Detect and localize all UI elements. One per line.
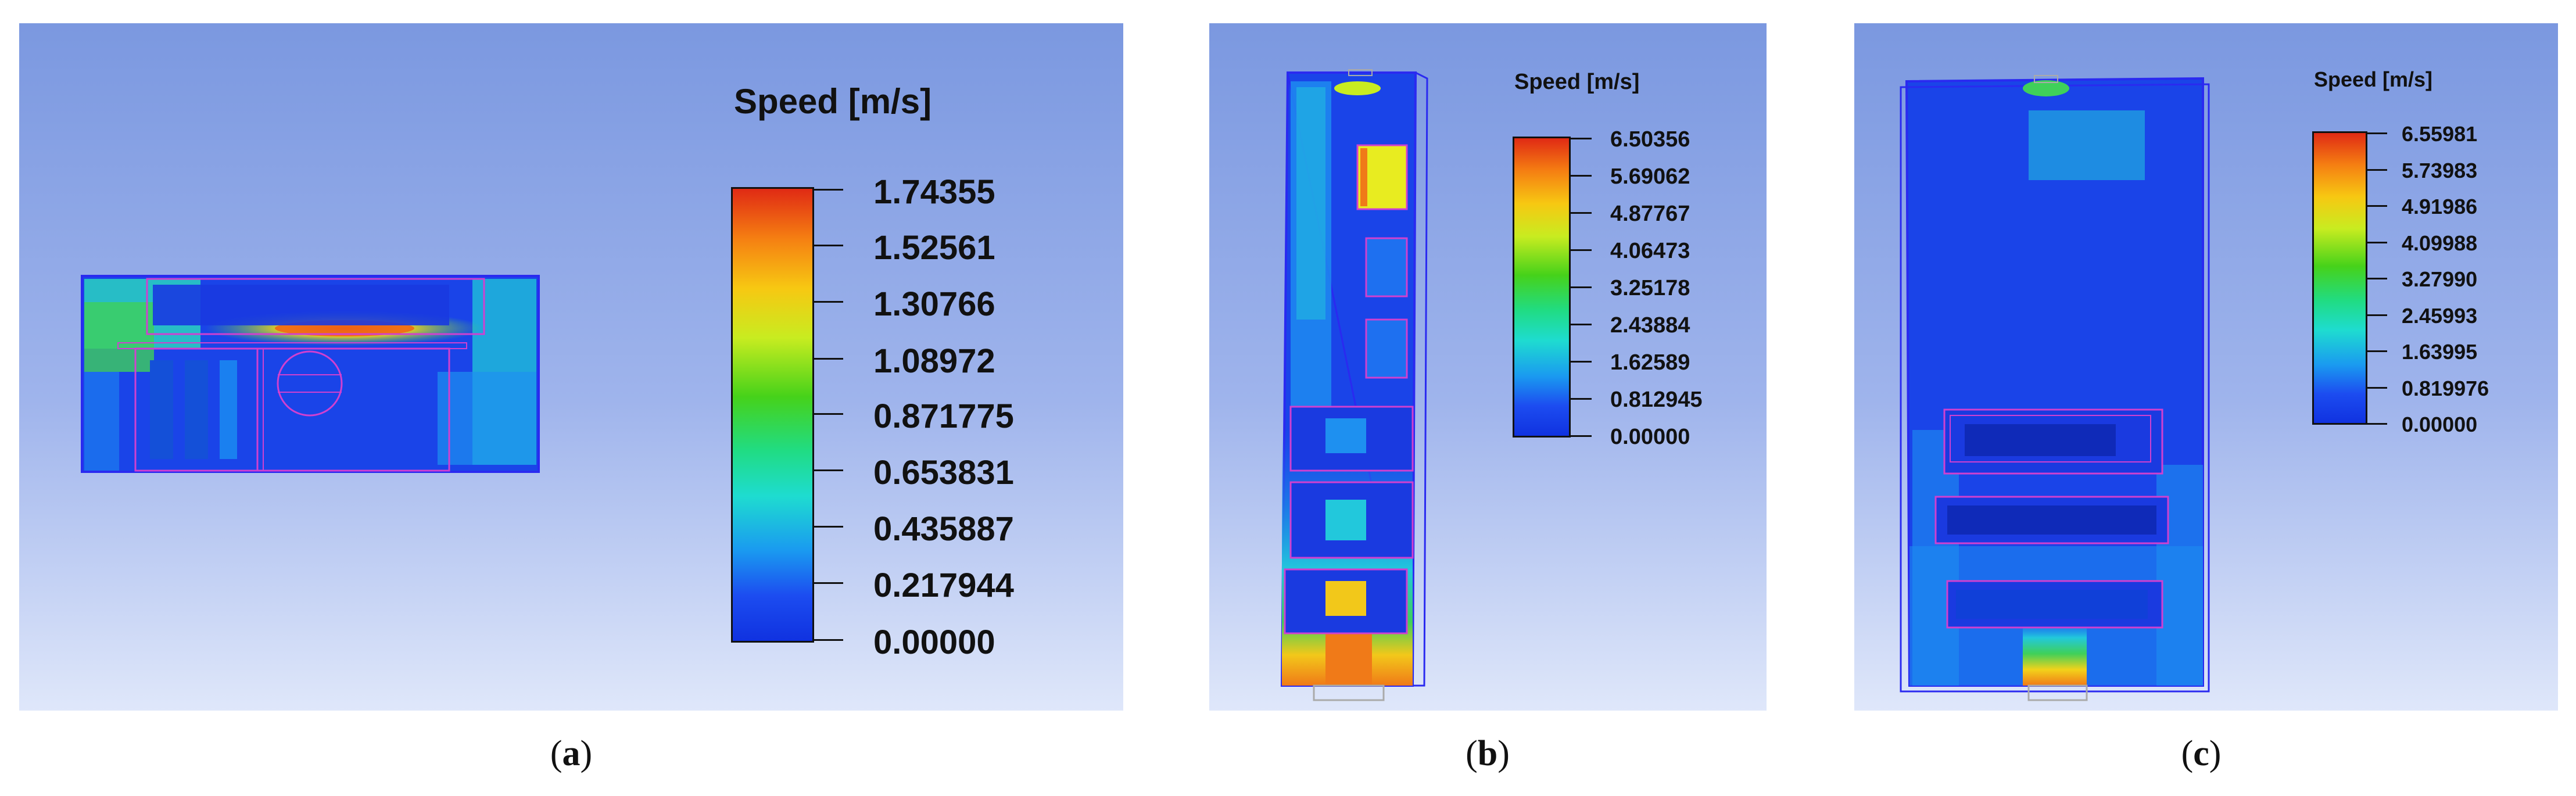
panel-a-tick-6	[814, 526, 843, 528]
panel-a-tick-label-5: 0.653831	[873, 454, 1014, 492]
panel-c-tick-label-5: 2.45993	[2402, 304, 2478, 328]
panel-b-tick-label-4: 3.25178	[1610, 276, 1690, 300]
panel-a-tick-label-6: 0.435887	[873, 510, 1014, 548]
panel-a-component-top	[146, 278, 485, 335]
panel-c-tick-label-1: 5.73983	[2402, 159, 2478, 182]
caption-b-label: b	[1477, 734, 1498, 773]
panel-a-tick-label-7: 0.217944	[873, 566, 1014, 604]
panel-a-tick-5	[814, 469, 843, 471]
panel-a-tick-label-2: 1.30766	[873, 285, 995, 323]
caption-c: (c)	[2181, 734, 2222, 773]
panel-b-tick-label-3: 4.06473	[1610, 239, 1690, 263]
panel-c-tick-1	[2367, 169, 2387, 171]
panel-c-tick-0	[2367, 132, 2387, 134]
panel-a-tick-label-1: 1.52561	[873, 229, 995, 267]
panel-a-fan	[277, 350, 343, 417]
panel-b-tick-0	[1571, 138, 1592, 139]
panel-b-tick-2	[1571, 212, 1592, 214]
caption-a: (a)	[550, 734, 593, 773]
panel-c-tick-label-3: 4.09988	[2402, 231, 2478, 255]
panel-b-tick-7	[1571, 398, 1592, 400]
panel-c-tick-label-2: 4.91986	[2402, 195, 2478, 218]
panel-a-contour-plot: Speed [m/s] 1.74355 1.52561 1.30766 1.08…	[19, 23, 1123, 711]
panel-b-tick-label-5: 2.43884	[1610, 313, 1690, 338]
panel-a-legend-title: Speed [m/s]	[734, 82, 932, 121]
panel-b-tick-5	[1571, 324, 1592, 325]
panel-c-velocity-field	[1900, 75, 2210, 701]
panel-b-inlet-grille	[1313, 684, 1385, 701]
panel-b-tick-label-2: 4.87767	[1610, 202, 1690, 226]
panel-c-legend-title: Speed [m/s]	[2314, 67, 2433, 91]
panel-b-tick-label-0: 6.50356	[1610, 127, 1690, 152]
panel-c-tick-label-7: 0.819976	[2402, 377, 2489, 400]
panel-b-component-2	[1365, 318, 1408, 379]
panel-a-tick-2	[814, 301, 843, 303]
panel-c-tick-2	[2367, 205, 2387, 207]
panel-c-contour-plot: Speed [m/s] 6.55981 5.73983 4.91986 4.09…	[1854, 23, 2558, 711]
panel-c-tick-label-8: 0.00000	[2402, 413, 2478, 436]
panel-a-tick-0	[814, 189, 843, 191]
caption-c-label: c	[2193, 734, 2209, 773]
panel-b-contour-plot: Speed [m/s] 6.50356 5.69062 4.87767 4.06…	[1209, 23, 1767, 711]
panel-c-colorbar	[2312, 131, 2367, 425]
panel-c-tick-7	[2367, 387, 2387, 389]
panel-b-tick-3	[1571, 249, 1592, 251]
panel-b-tick-label-8: 0.00000	[1610, 425, 1690, 449]
panel-a-tick-1	[814, 245, 843, 246]
panel-a-tick-3	[814, 358, 843, 360]
panel-b-tick-label-6: 1.62589	[1610, 350, 1690, 375]
panel-a-tick-label-3: 1.08972	[873, 342, 995, 380]
panel-a-tick-8	[814, 639, 843, 641]
panel-b-tick-label-7: 0.812945	[1610, 388, 1703, 412]
panel-c-tick-4	[2367, 278, 2387, 279]
panel-b-tick-label-1: 5.69062	[1610, 164, 1690, 189]
panel-c-tick-6	[2367, 350, 2387, 352]
panel-b-colorbar	[1513, 137, 1571, 438]
panel-a-velocity-field	[81, 275, 540, 473]
panel-c-tick-5	[2367, 314, 2387, 316]
panel-a-tick-4	[814, 413, 843, 415]
panel-c-tick-8	[2367, 423, 2387, 425]
panel-c-tick-label-0: 6.55981	[2402, 122, 2478, 146]
panel-c-inlet-grille	[2027, 684, 2088, 701]
panel-b-legend-title: Speed [m/s]	[1514, 70, 1640, 94]
panel-a-tick-label-0: 1.74355	[873, 173, 995, 211]
caption-a-label: a	[562, 734, 581, 773]
panel-b-tick-1	[1571, 175, 1592, 177]
panel-a-colorbar	[731, 187, 814, 643]
panel-b-tick-6	[1571, 361, 1592, 363]
panel-a-tick-label-4: 0.871775	[873, 397, 1014, 435]
panel-a-tick-7	[814, 582, 843, 584]
panel-b-velocity-field	[1280, 69, 1428, 701]
panel-b-component-1	[1365, 237, 1408, 297]
panel-b-tick-8	[1571, 435, 1592, 437]
panel-a-tick-label-8: 0.00000	[873, 623, 995, 661]
panel-c-tick-label-6: 1.63995	[2402, 340, 2478, 364]
caption-b: (b)	[1466, 734, 1510, 773]
panel-c-tick-label-4: 3.27990	[2402, 267, 2478, 291]
panel-c-tick-3	[2367, 242, 2387, 243]
panel-b-tick-4	[1571, 286, 1592, 288]
